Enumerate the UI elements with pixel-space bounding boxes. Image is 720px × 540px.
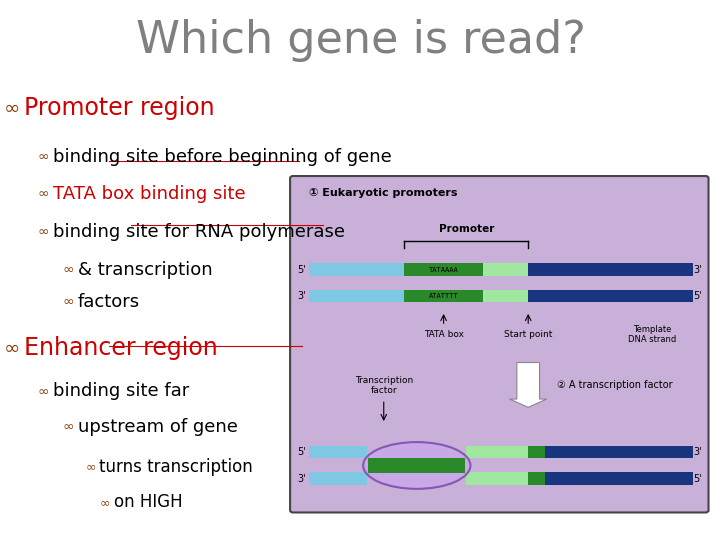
- Text: Which gene is read?: Which gene is read?: [136, 19, 586, 62]
- Bar: [467, 472, 541, 485]
- Text: turns transcription: turns transcription: [99, 458, 253, 476]
- Bar: [483, 290, 528, 302]
- Text: 3': 3': [297, 291, 306, 301]
- Bar: [528, 446, 545, 458]
- Text: ∞: ∞: [37, 187, 49, 201]
- Text: & transcription: & transcription: [78, 261, 212, 279]
- Text: ∞: ∞: [85, 461, 96, 474]
- Bar: [528, 263, 693, 276]
- Text: ∞: ∞: [63, 263, 74, 277]
- Text: Transcription
factor: Transcription factor: [355, 376, 413, 395]
- Text: upstream of gene: upstream of gene: [78, 417, 238, 436]
- Bar: [528, 290, 693, 302]
- Text: ∞: ∞: [37, 225, 49, 239]
- Text: Promoter: Promoter: [438, 224, 494, 234]
- Ellipse shape: [363, 442, 470, 489]
- Text: 3': 3': [693, 265, 701, 274]
- Text: binding site far: binding site far: [53, 382, 189, 401]
- Bar: [310, 446, 367, 458]
- Text: ∞: ∞: [4, 339, 20, 358]
- Text: 3': 3': [297, 474, 306, 484]
- Text: Enhancer region: Enhancer region: [24, 336, 217, 360]
- Text: TATA box binding site: TATA box binding site: [53, 185, 246, 204]
- Bar: [528, 472, 541, 485]
- Text: binding site before beginning of gene: binding site before beginning of gene: [53, 147, 391, 166]
- Text: Promoter region: Promoter region: [24, 96, 215, 120]
- Bar: [528, 446, 541, 458]
- Text: 5': 5': [297, 265, 306, 274]
- Bar: [528, 472, 545, 485]
- Text: 3': 3': [693, 447, 701, 457]
- Text: TATA box: TATA box: [423, 330, 464, 339]
- Bar: [545, 472, 693, 485]
- Text: factors: factors: [78, 293, 140, 312]
- Text: ∞: ∞: [99, 496, 110, 509]
- Text: 5': 5': [693, 474, 701, 484]
- FancyBboxPatch shape: [290, 176, 708, 512]
- Bar: [310, 472, 367, 485]
- Text: ∞: ∞: [4, 98, 20, 118]
- Bar: [310, 263, 405, 276]
- Text: 5': 5': [297, 447, 306, 457]
- Text: binding site for RNA polymerase: binding site for RNA polymerase: [53, 223, 345, 241]
- Text: ∞: ∞: [37, 150, 49, 164]
- Bar: [483, 263, 528, 276]
- Bar: [405, 290, 483, 302]
- Text: ① Eukaryotic promoters: ① Eukaryotic promoters: [310, 188, 458, 198]
- Text: TATAAAA: TATAAAA: [428, 267, 459, 273]
- Text: on HIGH: on HIGH: [114, 493, 182, 511]
- Text: ∞: ∞: [37, 384, 49, 399]
- FancyArrow shape: [510, 362, 546, 407]
- Bar: [405, 263, 483, 276]
- Bar: [467, 446, 541, 458]
- Text: ∞: ∞: [63, 295, 74, 309]
- Text: ② A transcription factor: ② A transcription factor: [557, 380, 672, 390]
- Bar: [310, 290, 405, 302]
- Text: ATATTTT: ATATTTT: [428, 293, 459, 299]
- Bar: [545, 446, 693, 458]
- Bar: [369, 465, 465, 473]
- Bar: [369, 458, 465, 465]
- Text: Template
DNA strand: Template DNA strand: [628, 325, 676, 344]
- Text: 5': 5': [693, 291, 701, 301]
- Text: Start point: Start point: [504, 330, 552, 339]
- Text: ∞: ∞: [63, 420, 74, 434]
